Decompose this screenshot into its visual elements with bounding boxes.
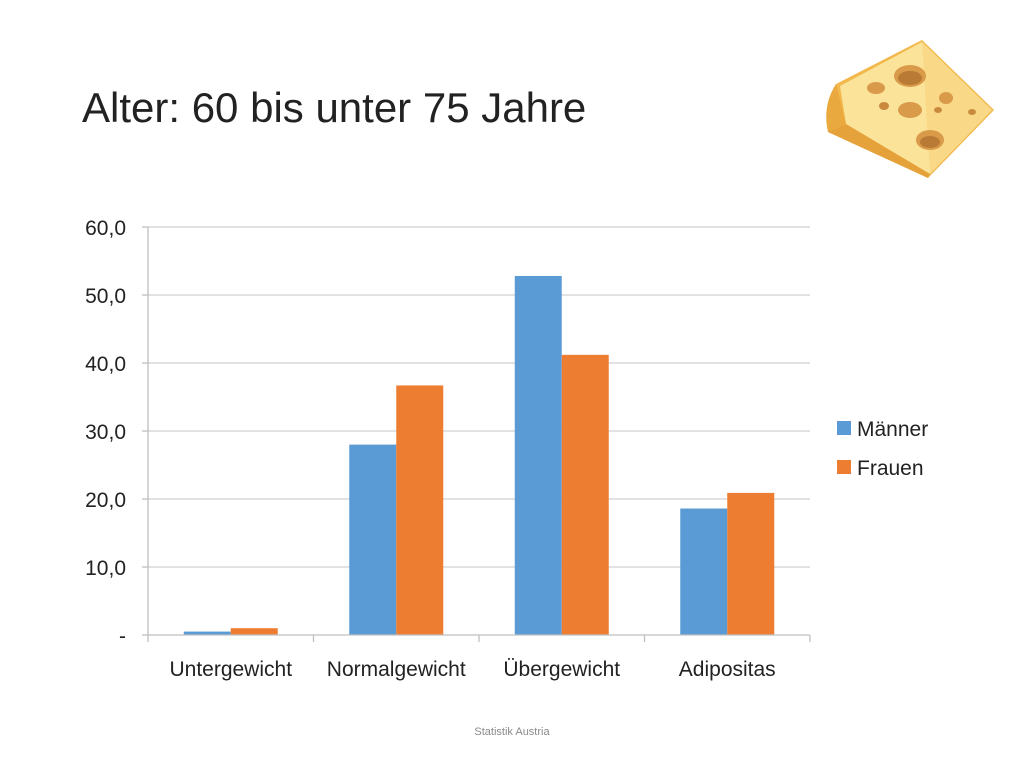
x-category-label: Untergewicht: [169, 658, 292, 681]
bar-maenner-2: [514, 275, 562, 635]
y-tick-label: 60,0: [85, 217, 126, 240]
y-tick-label: -: [119, 625, 126, 648]
legend: Männer Frauen: [837, 418, 928, 480]
x-category-label: Normalgewicht: [327, 658, 466, 681]
axes: - 10,0 20,0 30,0 40,0 50,0 60,0 Untergewicht Nor…: [85, 217, 811, 681]
legend-swatch: [837, 421, 851, 435]
bar-maenner-1: [349, 444, 397, 635]
y-tick-label: 30,0: [85, 421, 126, 444]
legend-swatch: [837, 460, 851, 474]
bar-maenner-0: [183, 631, 231, 635]
bar-frauen-0: [230, 628, 278, 635]
bar-frauen-1: [396, 385, 444, 635]
slide-title: Alter: 60 bis unter 75 Jahre: [82, 84, 587, 131]
y-tick-label: 10,0: [85, 557, 126, 580]
y-tick-label: 50,0: [85, 285, 126, 308]
y-tick-label: 40,0: [85, 353, 126, 376]
bar-frauen-3: [727, 492, 775, 635]
x-category-label: Übergewicht: [503, 658, 620, 681]
x-category-label: Adipositas: [679, 658, 776, 681]
y-tick-label: 20,0: [85, 489, 126, 512]
footer-source: Statistik Austria: [474, 726, 550, 738]
bar-frauen-2: [561, 354, 609, 635]
bar-maenner-3: [680, 508, 728, 635]
legend-label: Männer: [857, 418, 928, 441]
bars: [183, 275, 775, 635]
cheese-wedge-icon: [826, 40, 994, 178]
legend-label: Frauen: [857, 457, 924, 480]
